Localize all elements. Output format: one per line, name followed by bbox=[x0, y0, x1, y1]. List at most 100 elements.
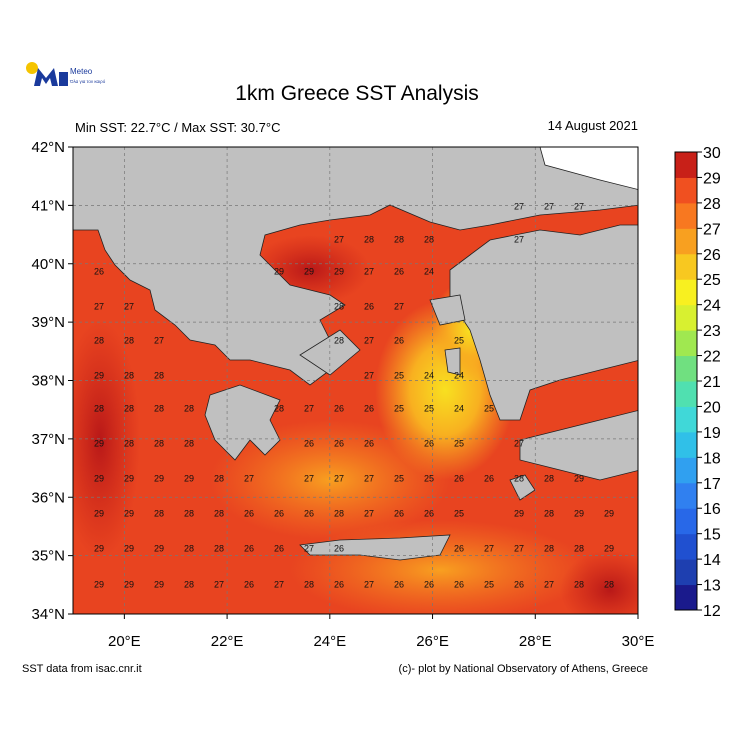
sst-label: 25 bbox=[424, 473, 434, 483]
sst-label: 28 bbox=[124, 438, 134, 448]
sst-label: 28 bbox=[334, 301, 344, 311]
sst-label: 24 bbox=[424, 370, 434, 380]
colorbar-band bbox=[675, 508, 697, 535]
sst-label: 29 bbox=[574, 508, 584, 518]
sst-label: 29 bbox=[94, 579, 104, 589]
sst-label: 28 bbox=[124, 403, 134, 413]
sst-label: 26 bbox=[334, 403, 344, 413]
sst-label: 28 bbox=[184, 579, 194, 589]
sst-label: 27 bbox=[364, 370, 374, 380]
colorbar-band bbox=[675, 279, 697, 306]
sst-label: 26 bbox=[394, 508, 404, 518]
sst-label: 28 bbox=[574, 543, 584, 553]
sst-label: 26 bbox=[514, 579, 524, 589]
grid bbox=[73, 147, 638, 614]
sst-label: 28 bbox=[214, 543, 224, 553]
colorbar-tick-label: 15 bbox=[703, 527, 721, 544]
sst-label: 29 bbox=[94, 543, 104, 553]
sst-label: 27 bbox=[514, 438, 524, 448]
colorbar-tick-label: 22 bbox=[703, 349, 721, 366]
sst-label: 29 bbox=[94, 508, 104, 518]
sst-label: 25 bbox=[484, 403, 494, 413]
y-tick-label: 38°N bbox=[31, 373, 65, 390]
sst-label: 26 bbox=[454, 579, 464, 589]
colorbar-band bbox=[675, 533, 697, 560]
colorbar-tick-label: 20 bbox=[703, 399, 721, 416]
sst-label: 25 bbox=[484, 579, 494, 589]
sst-label: 27 bbox=[514, 201, 524, 211]
sst-label: 28 bbox=[394, 234, 404, 244]
sst-label: 29 bbox=[574, 473, 584, 483]
colorbar-band bbox=[675, 228, 697, 255]
sst-label: 27 bbox=[274, 579, 284, 589]
sst-label: 29 bbox=[94, 473, 104, 483]
sst-label: 26 bbox=[334, 438, 344, 448]
colorbar-band bbox=[675, 304, 697, 331]
sst-label: 28 bbox=[154, 508, 164, 518]
sst-label: 25 bbox=[424, 403, 434, 413]
colorbar-tick-label: 21 bbox=[703, 374, 721, 391]
sst-label: 27 bbox=[364, 579, 374, 589]
sst-label: 26 bbox=[364, 301, 374, 311]
y-tick-label: 37°N bbox=[31, 431, 65, 448]
sst-label: 27 bbox=[514, 234, 524, 244]
sst-label: 25 bbox=[394, 473, 404, 483]
sst-label: 27 bbox=[244, 473, 254, 483]
sst-label: 26 bbox=[274, 508, 284, 518]
sst-label: 29 bbox=[514, 508, 524, 518]
y-tick-label: 42°N bbox=[31, 139, 65, 156]
credit: (c)- plot by National Observatory of Ath… bbox=[399, 663, 648, 675]
sst-label: 29 bbox=[124, 508, 134, 518]
sst-label: 26 bbox=[484, 473, 494, 483]
sst-label: 29 bbox=[274, 266, 284, 276]
sst-label: 29 bbox=[124, 473, 134, 483]
sst-label: 27 bbox=[364, 335, 374, 345]
sst-label: 26 bbox=[454, 473, 464, 483]
sst-label: 28 bbox=[304, 579, 314, 589]
logo-text: Meteo bbox=[70, 67, 93, 76]
sst-label: 27 bbox=[364, 473, 374, 483]
colorbar-band bbox=[675, 431, 697, 458]
sst-label: 25 bbox=[454, 508, 464, 518]
sst-label: 27 bbox=[364, 266, 374, 276]
colorbar-tick-label: 27 bbox=[703, 221, 721, 238]
sst-label: 28 bbox=[514, 473, 524, 483]
sst-label: 28 bbox=[154, 403, 164, 413]
sst-label: 28 bbox=[124, 335, 134, 345]
colorbar-band bbox=[675, 584, 697, 611]
sst-label: 28 bbox=[184, 508, 194, 518]
source: SST data from isac.cnr.it bbox=[22, 663, 142, 675]
sst-label: 29 bbox=[154, 473, 164, 483]
sst-label: 24 bbox=[454, 403, 464, 413]
sst-label: 26 bbox=[424, 579, 434, 589]
sst-label: 26 bbox=[244, 543, 254, 553]
x-tick-label: 28°E bbox=[519, 633, 552, 650]
sst-label: 25 bbox=[454, 438, 464, 448]
sst-label: 27 bbox=[364, 508, 374, 518]
sst-label: 26 bbox=[274, 543, 284, 553]
sst-label: 28 bbox=[544, 473, 554, 483]
colorbar-tick-label: 13 bbox=[703, 578, 721, 595]
axes: 20°E 22°E 24°E 26°E 28°E 30°E 34°N 35°N 36°N 37°N… bbox=[31, 139, 654, 650]
sst-label: 28 bbox=[274, 403, 284, 413]
sst-label: 27 bbox=[394, 301, 404, 311]
colorbar-band bbox=[675, 152, 697, 178]
sst-label: 28 bbox=[424, 234, 434, 244]
colorbar-band bbox=[675, 381, 697, 407]
sst-label: 26 bbox=[454, 543, 464, 553]
sst-label: 28 bbox=[574, 579, 584, 589]
sst-label: 27 bbox=[94, 301, 104, 311]
sst-label: 28 bbox=[184, 543, 194, 553]
sst-label: 27 bbox=[544, 201, 554, 211]
sst-label: 27 bbox=[214, 579, 224, 589]
sst-label: 26 bbox=[304, 438, 314, 448]
sst-label: 28 bbox=[214, 508, 224, 518]
x-tick-label: 24°E bbox=[313, 633, 346, 650]
sst-label: 27 bbox=[304, 473, 314, 483]
colorbar-band bbox=[675, 253, 697, 280]
sst-label: 28 bbox=[334, 508, 344, 518]
sst-label: 26 bbox=[364, 438, 374, 448]
sst-label: 29 bbox=[124, 579, 134, 589]
colorbar-band bbox=[675, 457, 697, 484]
colorbar-tick-label: 26 bbox=[703, 247, 721, 264]
